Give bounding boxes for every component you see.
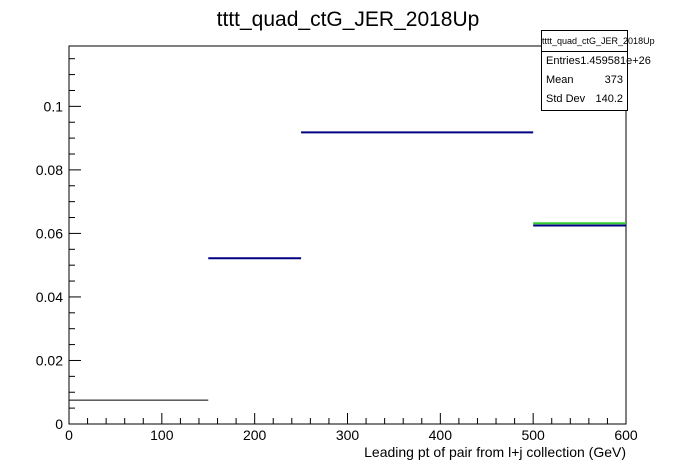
x-tick-label: 600 xyxy=(614,427,638,443)
x-axis: 0 100 200 300 400 500 600 xyxy=(65,413,638,443)
x-tick-label: 0 xyxy=(65,427,73,443)
stats-entries-label: Entries xyxy=(546,55,581,67)
y-tick-label: 0.1 xyxy=(44,98,64,114)
stats-stddev-label: Std Dev xyxy=(546,93,586,105)
y-tick-label: 0.02 xyxy=(36,352,63,368)
histogram-bins xyxy=(69,131,626,401)
y-tick-label: 0 xyxy=(55,416,63,432)
x-tick-label: 100 xyxy=(150,427,174,443)
chart-title: tttt_quad_ctG_JER_2018Up xyxy=(217,8,480,31)
stats-mean-label: Mean xyxy=(546,74,574,86)
y-axis: 0 0.02 0.04 0.06 0.08 0.1 xyxy=(36,58,81,432)
stats-mean-value: 373 xyxy=(604,74,623,86)
x-tick-label: 400 xyxy=(429,427,453,443)
stats-stddev-value: 140.2 xyxy=(595,93,623,105)
x-tick-label: 500 xyxy=(521,427,545,443)
stats-box: tttt_quad_ctG_JER_2018Up Entries 1.45958… xyxy=(541,30,655,111)
x-axis-label: Leading pt of pair from l+j collection (… xyxy=(364,444,626,460)
stats-entries-value: 1.459581e+26 xyxy=(580,55,651,67)
y-tick-label: 0.06 xyxy=(36,225,63,241)
stats-title: tttt_quad_ctG_JER_2018Up xyxy=(542,31,655,52)
stats-row-mean: Mean 373 xyxy=(542,71,627,90)
x-tick-label: 300 xyxy=(336,427,360,443)
stats-row-stddev: Std Dev 140.2 xyxy=(542,90,627,109)
y-tick-label: 0.08 xyxy=(36,162,63,178)
x-tick-label: 200 xyxy=(243,427,267,443)
stats-row-entries: Entries 1.459581e+26 xyxy=(542,52,651,71)
y-tick-label: 0.04 xyxy=(36,289,63,305)
